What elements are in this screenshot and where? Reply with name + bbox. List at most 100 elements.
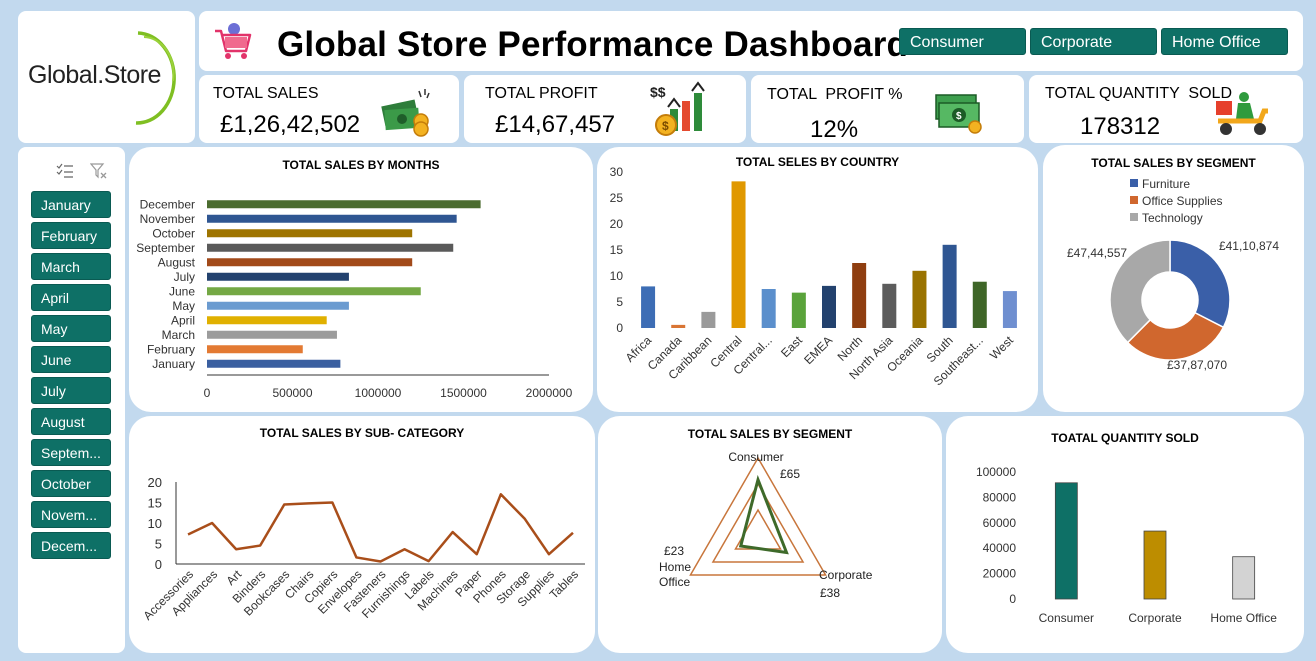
quantity-sold-plot: 0 20000 40000 60000 80000 100000 Consumer Corpo… <box>976 465 1277 625</box>
y-tick-label: 20 <box>148 475 162 490</box>
bar-october <box>207 229 413 238</box>
y-tick-label: 80000 <box>983 490 1017 504</box>
y-tick-label: 20000 <box>983 567 1017 581</box>
radar-gridline <box>689 456 827 576</box>
month-button-novem[interactable]: Novem... <box>31 501 111 528</box>
y-tick-label: 5 <box>155 537 162 552</box>
bar-april <box>207 316 327 325</box>
month-button-october[interactable]: October <box>31 470 111 497</box>
series-line <box>187 493 574 563</box>
month-button-march[interactable]: March <box>31 253 111 280</box>
y-tick-label: 5 <box>616 295 623 309</box>
y-tick-label: February <box>147 342 195 356</box>
bar-central <box>761 289 776 328</box>
axis-label-home-office: Home <box>659 560 691 574</box>
value-label-home-office: £23 <box>664 544 684 558</box>
profit-arrows-icon: $$ $ <box>650 81 705 136</box>
kpi-value: £14,67,457 <box>495 111 616 138</box>
chart-sales-by-months: TOTAL SALES BY MONTHS 0 500000 1000000 1500… <box>129 147 593 412</box>
axis-label-home-office: Office <box>659 575 690 589</box>
segment-filter-corporate[interactable]: Corporate <box>1030 28 1157 55</box>
x-tick-label: Home Office <box>1210 611 1277 625</box>
data-label-furniture: £41,10,874 <box>1219 239 1279 253</box>
kpi-profit-percent: TOTAL PROFIT % 12% $ <box>751 75 1024 143</box>
legend-swatch-furniture <box>1130 179 1138 187</box>
sales-by-country-plot: 051015202530AfricaCanadaCaribbeanCentral… <box>610 165 1017 388</box>
month-button-decem[interactable]: Decem... <box>31 532 111 559</box>
y-tick-label: May <box>172 299 195 313</box>
bar-may <box>207 301 349 310</box>
value-label-consumer: £65 <box>780 467 800 481</box>
kpi-value: 178312 <box>1080 113 1161 140</box>
chart-title: TOTAL SALES BY MONTHS <box>282 158 440 172</box>
bar-march <box>207 330 337 339</box>
bar-caribbean <box>701 311 716 328</box>
bar-august <box>207 258 413 267</box>
y-tick-label: July <box>174 270 195 284</box>
y-tick-label: November <box>140 212 195 226</box>
month-button-may[interactable]: May <box>31 315 111 342</box>
chart-sales-by-subcategory: TOTAL SALES BY SUB- CATEGORY 0 5 10 15 20 Acc… <box>129 416 595 653</box>
y-tick-label: August <box>158 255 196 269</box>
chart-title: TOTAL SALES BY SEGMENT <box>687 427 853 441</box>
bar-north <box>852 263 867 328</box>
y-tick-label: 15 <box>610 243 624 257</box>
y-tick-label: October <box>152 226 195 240</box>
y-tick-label: 40000 <box>983 541 1017 555</box>
bar-canada <box>671 324 686 328</box>
legend-swatch-office-supplies <box>1130 196 1138 204</box>
bar-february <box>207 345 303 354</box>
axis-label-corporate: Corporate <box>819 568 873 582</box>
month-button-february[interactable]: February <box>31 222 111 249</box>
bar-southeast <box>972 281 987 328</box>
multi-select-icon[interactable] <box>56 163 74 179</box>
sales-by-months-plot: 0 500000 1000000 1500000 2000000 JanuaryFebru… <box>136 197 573 400</box>
month-slicer: January February March April May June July Augu… <box>18 147 125 653</box>
svg-text:$: $ <box>956 111 962 122</box>
kpi-label: TOTAL PROFIT % <box>767 86 903 103</box>
x-tick-label: EMEA <box>801 333 835 367</box>
data-label-office-supplies: £37,87,070 <box>1167 358 1227 372</box>
chart-sales-by-segment-donut: TOTAL SALES BY SEGMENT Furniture Office S… <box>1043 145 1304 412</box>
cash-stack-icon <box>381 89 430 137</box>
y-tick-label: 20 <box>610 217 624 231</box>
x-tick-label: West <box>987 333 1017 363</box>
x-tick-label: 1000000 <box>355 386 402 400</box>
clear-filter-icon[interactable] <box>90 163 108 179</box>
month-button-january[interactable]: January <box>31 191 111 218</box>
month-button-july[interactable]: July <box>31 377 111 404</box>
page-title: Global Store Performance Dashboard <box>277 25 909 64</box>
month-button-august[interactable]: August <box>31 408 111 435</box>
delivery-scooter-icon <box>1216 92 1268 135</box>
x-tick-label: 2000000 <box>526 386 573 400</box>
bar-january <box>207 359 341 368</box>
y-tick-label: December <box>140 197 195 211</box>
chart-sales-by-segment-radar: TOTAL SALES BY SEGMENT Consumer Corporate… <box>598 416 942 653</box>
x-tick-label: 1500000 <box>440 386 487 400</box>
y-tick-label: March <box>162 328 195 342</box>
legend-label-technology: Technology <box>1142 211 1203 225</box>
y-tick-label: 15 <box>148 496 162 511</box>
month-button-septem[interactable]: Septem... <box>31 439 111 466</box>
x-tick-label: Corporate <box>1128 611 1182 625</box>
bar-december <box>207 200 481 209</box>
bar-november <box>207 214 457 223</box>
radar-series <box>738 474 789 555</box>
brand-logo: Global.Store <box>18 11 195 143</box>
y-tick-label: 0 <box>155 557 162 572</box>
segment-filter-home-office[interactable]: Home Office <box>1161 28 1288 55</box>
month-button-june[interactable]: June <box>31 346 111 373</box>
month-button-april[interactable]: April <box>31 284 111 311</box>
segment-donut-plot: Furniture Office Supplies Technology £41,10… <box>1067 177 1279 372</box>
value-label-corporate: £38 <box>820 586 840 600</box>
segment-filter-consumer[interactable]: Consumer <box>899 28 1026 55</box>
chart-title: TOTAL SELES BY COUNTRY <box>735 155 900 169</box>
chart-title: TOATAL QUANTITY SOLD <box>1051 431 1199 445</box>
axis-label-consumer: Consumer <box>728 450 783 464</box>
y-tick-label: 0 <box>1009 592 1016 606</box>
bar-oceania <box>912 270 927 328</box>
y-tick-label: 30 <box>610 165 624 179</box>
kpi-value: £1,26,42,502 <box>220 111 361 138</box>
